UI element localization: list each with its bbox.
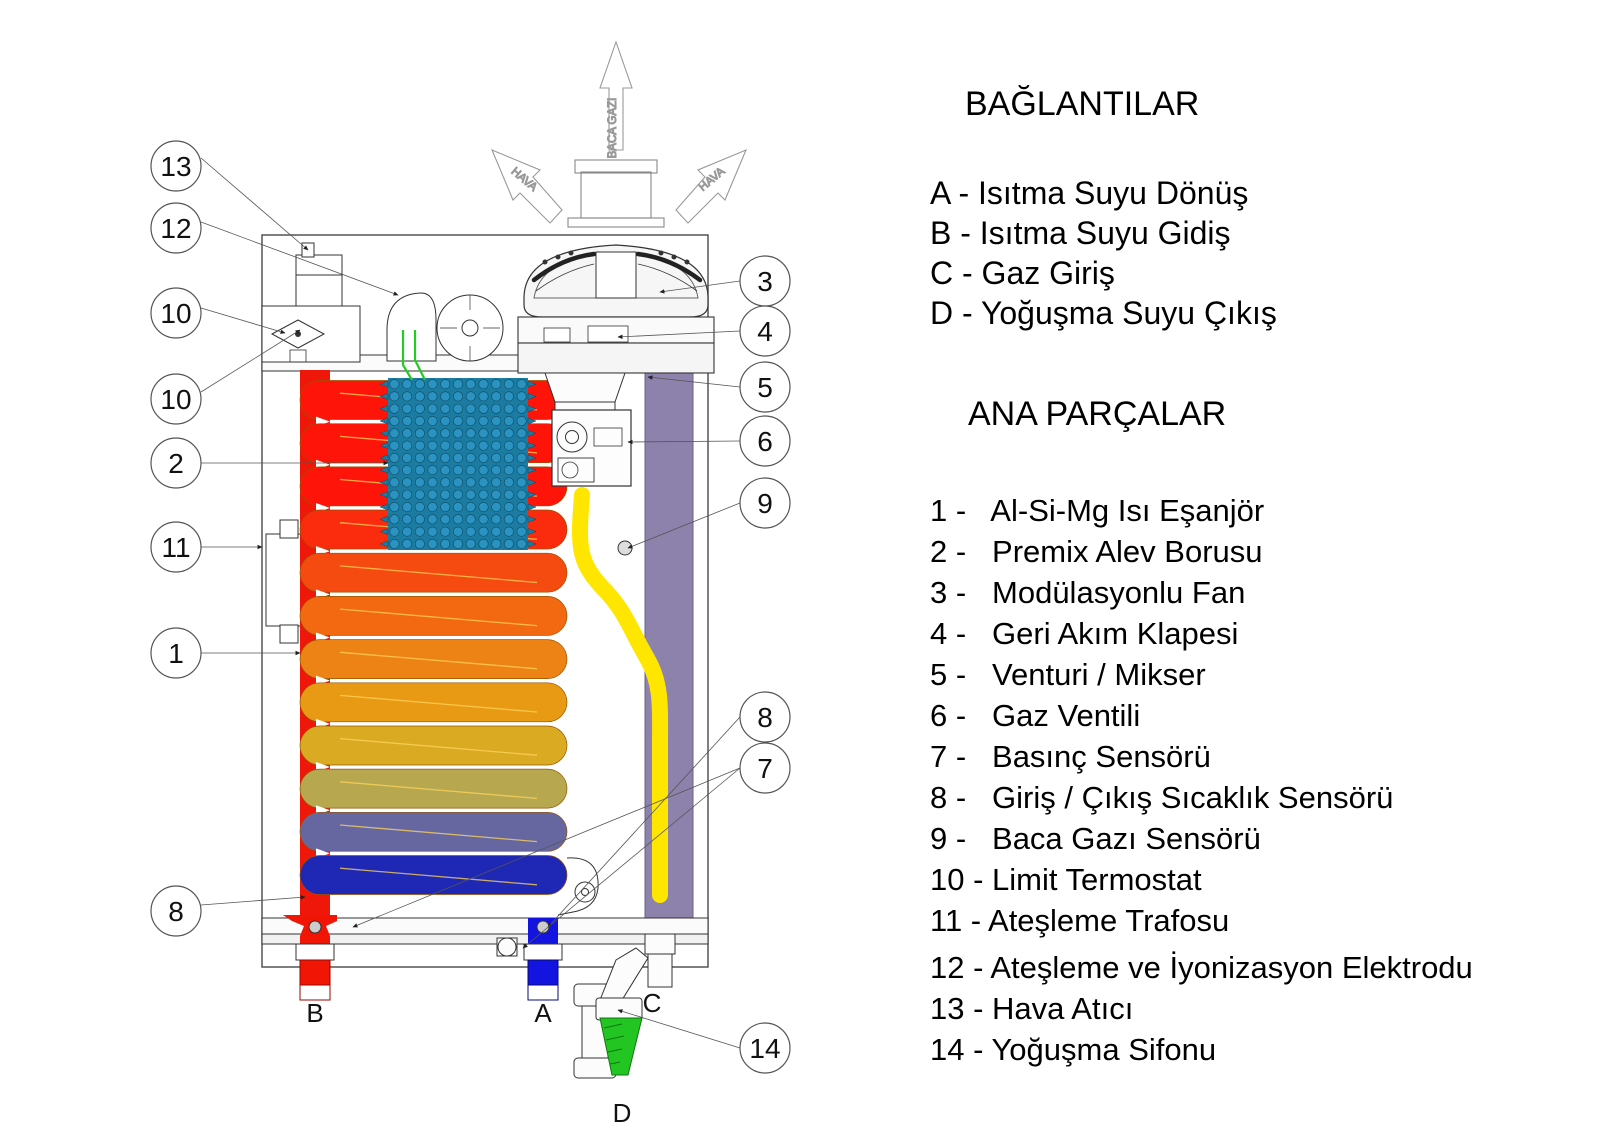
svg-text:8: 8 <box>168 896 184 927</box>
svg-text:B: B <box>306 998 323 1028</box>
svg-text:D: D <box>613 1098 632 1128</box>
svg-text:12: 12 <box>160 213 191 244</box>
svg-text:13: 13 <box>160 151 191 182</box>
svg-text:8: 8 <box>757 702 773 733</box>
svg-text:1: 1 <box>168 638 184 669</box>
svg-text:4: 4 <box>757 316 773 347</box>
svg-text:10: 10 <box>160 384 191 415</box>
svg-text:11: 11 <box>161 532 190 563</box>
svg-text:14: 14 <box>749 1033 780 1064</box>
svg-text:6: 6 <box>757 426 773 457</box>
svg-text:3: 3 <box>757 266 773 297</box>
svg-text:BACA GAZI: BACA GAZI <box>607 98 619 159</box>
svg-text:HAVA: HAVA <box>509 166 540 194</box>
svg-text:2: 2 <box>168 448 184 479</box>
svg-text:10: 10 <box>160 298 191 329</box>
svg-text:A: A <box>534 998 552 1028</box>
svg-text:HAVA: HAVA <box>697 165 728 193</box>
svg-text:9: 9 <box>757 488 773 519</box>
svg-text:5: 5 <box>757 372 773 403</box>
svg-text:7: 7 <box>757 753 773 784</box>
svg-text:C: C <box>643 988 662 1018</box>
